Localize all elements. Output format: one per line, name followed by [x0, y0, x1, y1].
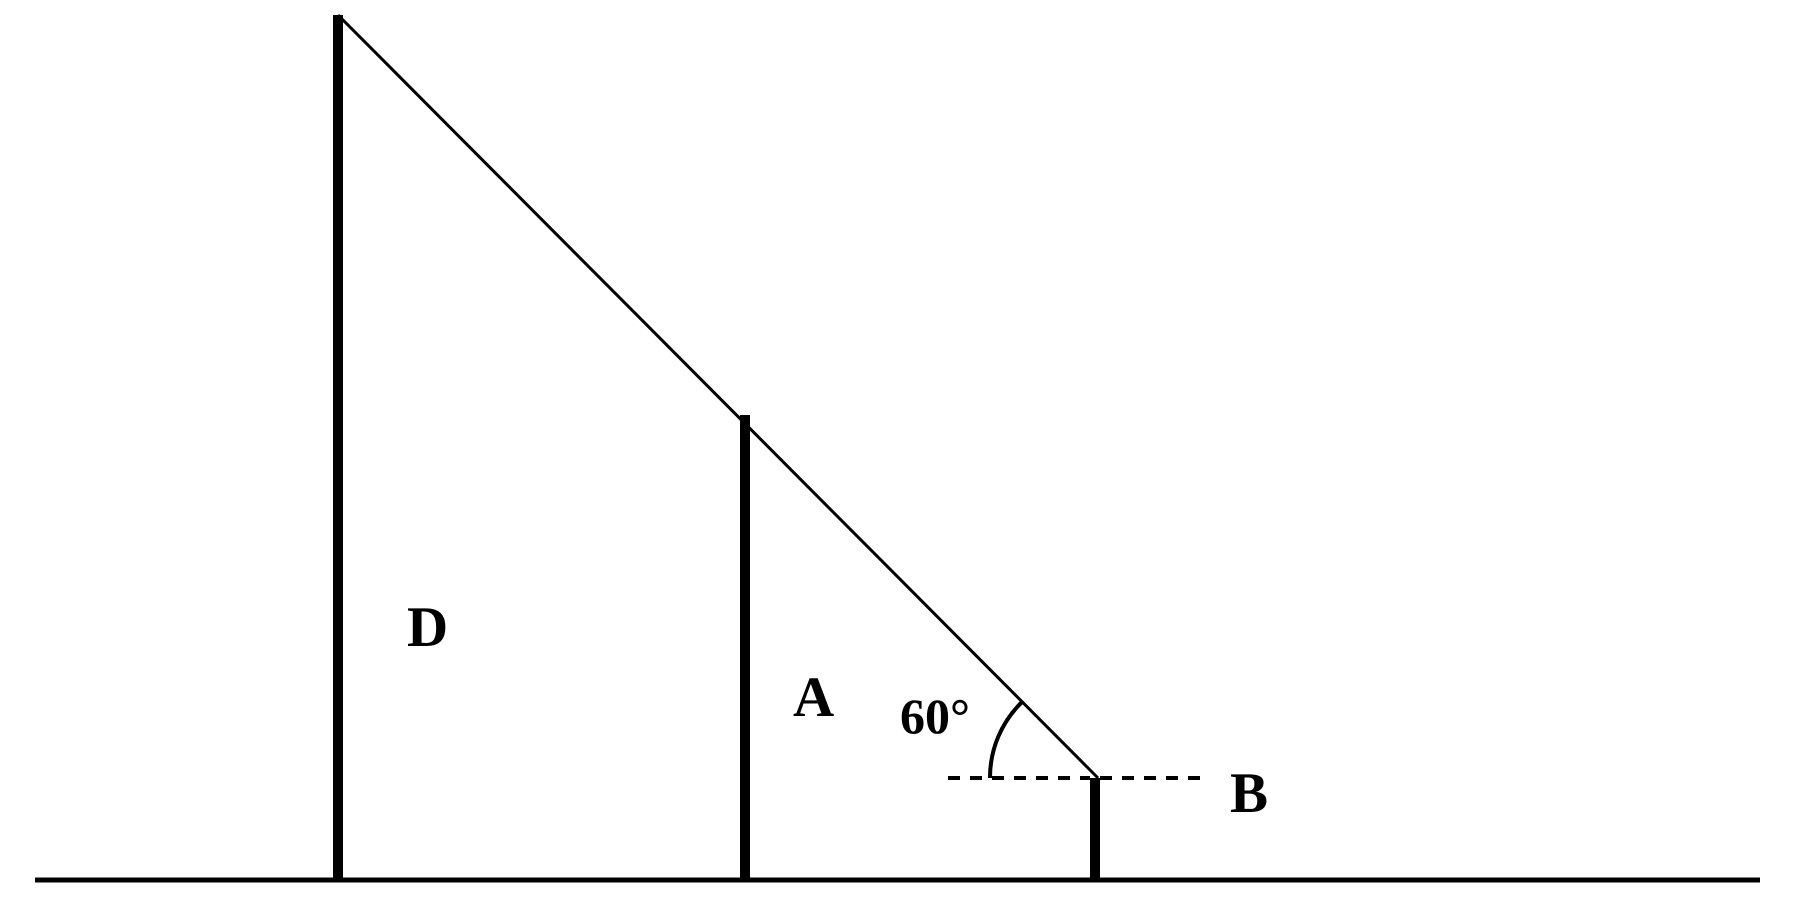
angle-arc: [990, 702, 1022, 778]
diagram-svg: [0, 0, 1799, 903]
label-b: B: [1230, 761, 1268, 826]
geometry-diagram: D A B 60°: [0, 0, 1799, 903]
sight-line: [338, 15, 1098, 778]
label-d: D: [407, 595, 448, 660]
label-angle: 60°: [900, 687, 970, 745]
label-a: A: [793, 665, 834, 730]
